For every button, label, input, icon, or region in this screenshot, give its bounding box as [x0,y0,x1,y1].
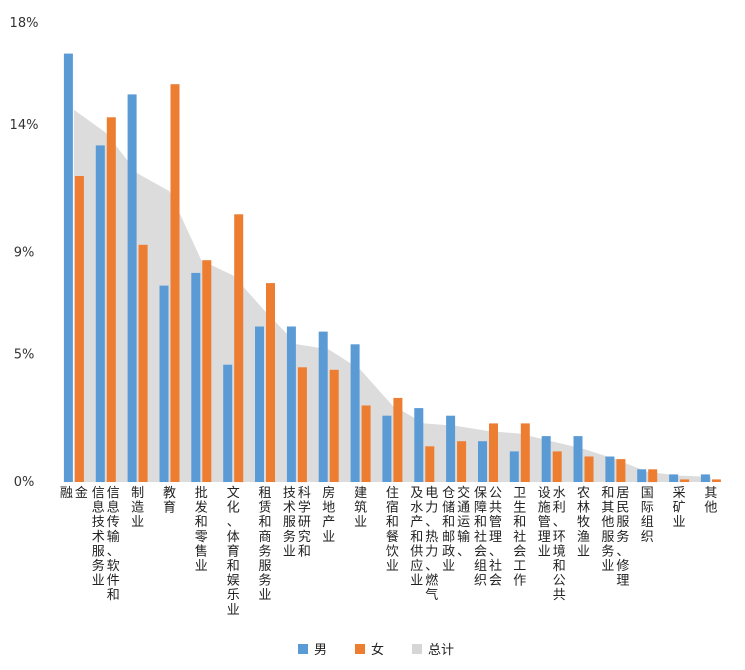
bar-male [700,474,710,482]
bar-female [361,405,371,482]
x-category-label: 采矿业 [673,486,686,530]
bar-male [605,456,615,482]
x-category-label: 信息传输、软件和 [107,486,120,603]
x-category-label: 文化、体育和娱乐业 [227,486,240,618]
bar-male [318,331,328,482]
x-category-label: 卫生和社会工作 [513,486,526,589]
bar-female [489,423,498,482]
bar-female [457,441,467,482]
bar-male [446,415,456,482]
x-category-label: 其他 [704,486,717,516]
bar-male [63,53,73,482]
x-category-label: 建筑业 [354,486,367,530]
x-category-label: 住宿和餐饮业 [386,486,399,574]
x-category-label: 交通运输、 [457,485,470,559]
x-category-label: 及水产和供应业 [410,486,423,589]
y-axis: 18% 14% 9% 5% 0% [10,16,39,490]
bar-female [393,397,403,482]
bar-female [106,117,116,483]
bar-male [573,436,583,482]
legend-swatch [355,644,365,654]
bar-male [350,344,360,482]
x-category-label: 保障和社会组织 [474,486,487,589]
bar-male [255,326,264,482]
bar-female [425,446,435,482]
x-category-label: 国际组织 [641,486,654,545]
x-category-label: 技术服务业 [283,486,296,559]
bar-male [95,145,105,482]
legend-swatch [412,644,422,654]
bar-male [669,474,679,482]
legend-label: 男 [314,643,327,658]
x-category-label: 公共管理、社会 [489,486,502,589]
x-category-label: 信息技术服务业 [92,486,105,589]
bars-layer [63,53,721,483]
y-tick-label: 18% [10,16,39,31]
x-category-label: 和其他服务业 [601,486,614,574]
bar-male [159,285,169,482]
x-category-label: 房地产业 [322,485,335,545]
bar-female [138,244,148,482]
bar-male [382,415,392,482]
bar-male [286,326,296,482]
x-category-label: 科学研究和 [298,486,311,559]
x-category-label: 教育 [163,485,176,516]
bar-female [329,369,339,482]
bar-male [637,469,647,483]
bar-female [584,456,594,482]
x-category-label: 水利、环境和公共 [553,486,566,603]
bar-male [191,272,201,482]
bar-female [266,283,275,482]
bar-female [202,260,212,482]
y-tick-label: 5% [14,348,35,363]
bar-male [127,94,137,483]
bar-female [234,214,244,483]
x-category-label: 农林牧渔业 [577,486,590,559]
x-category-label: 融 [60,486,73,501]
bar-male [223,364,233,482]
bar-female [297,367,307,483]
bar-male [414,408,424,482]
bar-female [552,451,562,482]
legend-label: 总计 [428,643,454,658]
legend-label: 女 [371,642,384,658]
bar-male [509,451,519,482]
y-tick-label: 9% [14,246,35,261]
bar-male [541,436,551,482]
bar-female [648,469,658,483]
bar-female [711,479,721,482]
x-category-label: 仓储和邮政业 [442,486,455,574]
bar-female [520,423,530,482]
bar-female [680,479,690,482]
bar-male [478,441,487,482]
x-category-label: 制造业 [131,486,144,530]
x-category-label: 电力、热力、燃气 [425,486,438,603]
total-area [73,109,711,482]
bar-female [616,459,626,482]
legend: 男 女 总计 [298,642,454,658]
x-category-label: 居民服务、修理 [616,486,629,589]
x-category-label: 金 [75,485,88,501]
x-category-label: 批发和零售业 [195,486,208,574]
x-category-label: 设施管理业 [538,486,551,559]
y-tick-label: 14% [10,118,39,133]
x-category-label: 租赁和商务服务业 [258,486,271,603]
legend-swatch [298,644,308,654]
bar-female [74,176,84,482]
bar-female [170,84,180,482]
y-tick-label: 0% [14,475,35,490]
total-area-layer [73,109,711,482]
